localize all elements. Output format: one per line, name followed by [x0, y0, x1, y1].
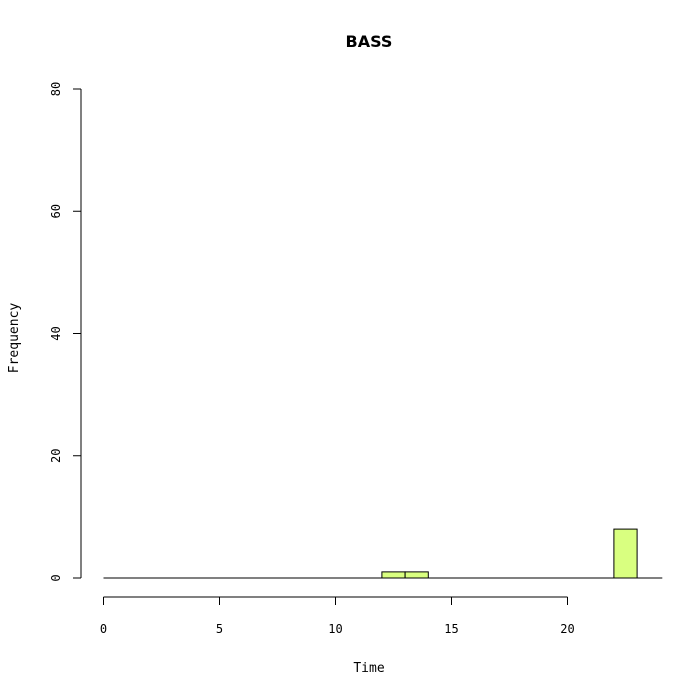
- histogram-bar: [381, 571, 406, 579]
- y-tick-label: 60: [49, 204, 63, 218]
- histogram-bar: [613, 528, 638, 579]
- y-tick-label: 80: [49, 82, 63, 96]
- x-axis: 0 5 10 15 20: [100, 596, 575, 636]
- y-axis-label: Frequency: [7, 303, 22, 374]
- y-tick-label: 40: [49, 326, 63, 340]
- y-tick-label: 20: [49, 449, 63, 463]
- x-tick-label: 20: [560, 622, 574, 636]
- y-axis: 0 20 40 60 80: [49, 82, 82, 582]
- chart-title: BASS: [346, 32, 393, 51]
- x-tick-label: 5: [216, 622, 223, 636]
- x-tick-label: 10: [328, 622, 342, 636]
- x-tick-label: 0: [100, 622, 107, 636]
- bars-group: [103, 528, 663, 579]
- x-axis-label: Time: [353, 661, 384, 676]
- x-tick-label: 15: [444, 622, 458, 636]
- y-tick-label: 0: [49, 574, 63, 581]
- histogram-bar: [404, 571, 429, 579]
